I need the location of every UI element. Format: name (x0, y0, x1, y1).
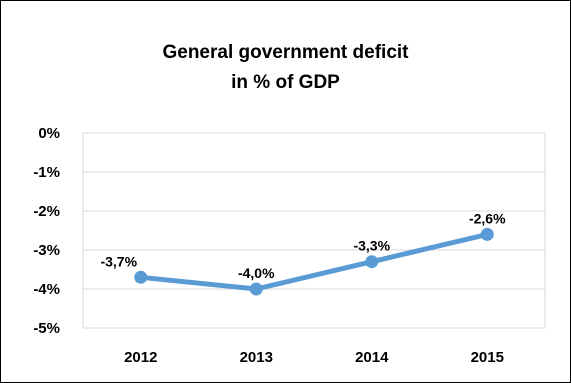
chart-title-line-1: General government deficit (162, 42, 409, 63)
data-labels: -3,7% -4,0% -3,3% -2,6% (100, 210, 506, 281)
data-point (365, 255, 379, 269)
x-category-label: 2014 (355, 349, 389, 366)
data-label: -3,3% (353, 238, 390, 254)
y-tick-label: 0% (38, 125, 60, 142)
y-tick-label: -3% (33, 242, 60, 259)
x-category-label: 2012 (124, 349, 157, 366)
data-label: -3,7% (100, 253, 137, 269)
series-deficit (134, 227, 494, 296)
data-point (480, 227, 494, 241)
chart-title: General government deficit in % of GDP (0, 38, 571, 98)
x-axis-category-labels: 2012 2013 2014 2015 (124, 349, 504, 366)
y-tick-label: -1% (33, 164, 60, 181)
series-line (138, 231, 490, 292)
x-category-label: 2015 (471, 349, 504, 366)
x-category-label: 2013 (240, 349, 273, 366)
chart-title-line-2: in % of GDP (231, 72, 340, 93)
y-tick-label: -2% (33, 203, 60, 220)
data-point (249, 282, 263, 296)
data-point (134, 270, 148, 284)
y-tick-label: -4% (33, 281, 60, 298)
gridlines (82, 132, 546, 329)
y-axis-tick-labels: 0% -1% -2% -3% -4% -5% (33, 125, 60, 337)
data-label: -2,6% (469, 210, 506, 226)
y-tick-label: -5% (33, 320, 60, 337)
data-label: -4,0% (238, 265, 275, 281)
